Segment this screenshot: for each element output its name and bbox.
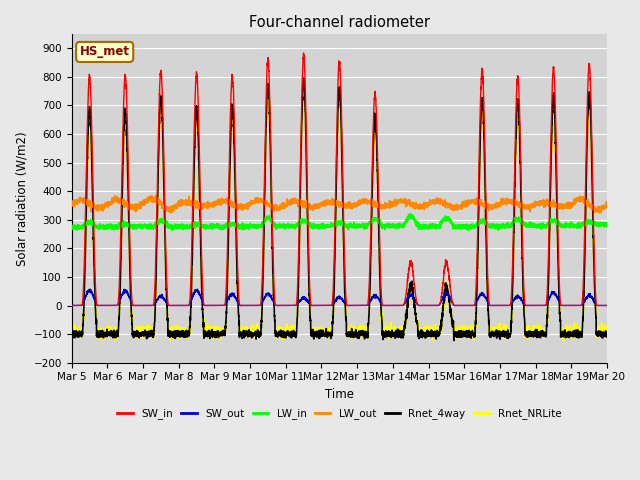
- X-axis label: Time: Time: [325, 388, 354, 401]
- Title: Four-channel radiometer: Four-channel radiometer: [249, 15, 430, 30]
- Y-axis label: Solar radiation (W/m2): Solar radiation (W/m2): [15, 131, 28, 265]
- Legend: SW_in, SW_out, LW_in, LW_out, Rnet_4way, Rnet_NRLite: SW_in, SW_out, LW_in, LW_out, Rnet_4way,…: [113, 404, 566, 423]
- Text: HS_met: HS_met: [80, 46, 130, 59]
